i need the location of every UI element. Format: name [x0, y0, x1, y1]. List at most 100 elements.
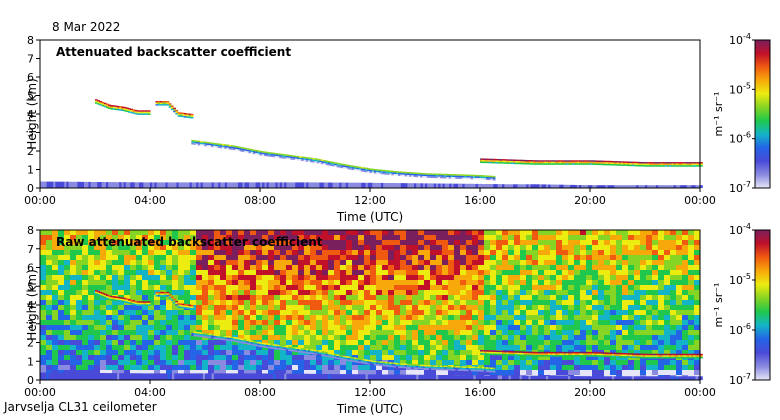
feature-descending-layer: [301, 156, 305, 159]
noise-cell: [148, 235, 154, 240]
noise-cell: [262, 255, 268, 260]
noise-cell: [46, 370, 52, 375]
noise-cell: [598, 245, 604, 250]
feature-boundary-layer: [546, 375, 549, 380]
noise-cell: [124, 290, 130, 295]
noise-cell: [484, 360, 490, 365]
noise-cell: [202, 275, 208, 280]
noise-cell: [436, 280, 442, 285]
noise-cell: [112, 300, 118, 305]
noise-cell: [472, 305, 478, 310]
noise-cell: [124, 260, 130, 265]
noise-cell: [454, 245, 460, 250]
noise-cell: [646, 265, 652, 270]
feature-boundary-layer: [475, 183, 479, 188]
feature-elevated-layer-b: [173, 298, 176, 301]
feature-boundary-layer: [638, 376, 642, 381]
feature-upper-cloud-deck: [590, 161, 593, 164]
noise-cell: [442, 285, 448, 290]
noise-cell: [52, 240, 58, 245]
noise-cell: [64, 235, 70, 240]
noise-cell: [586, 265, 592, 270]
feature-boundary-layer: [323, 182, 327, 188]
noise-cell: [214, 310, 220, 315]
feature-descending-layer: [475, 174, 478, 177]
noise-cell: [256, 320, 262, 325]
noise-cell: [592, 230, 598, 235]
noise-cell: [238, 310, 244, 315]
noise-cell: [280, 285, 286, 290]
noise-cell: [550, 290, 556, 295]
noise-cell: [586, 370, 592, 375]
feature-boundary-layer: [464, 375, 468, 380]
noise-cell: [610, 250, 616, 255]
noise-cell: [184, 350, 190, 355]
noise-cell: [604, 310, 610, 315]
noise-cell: [250, 265, 256, 270]
feature-upper-cloud-deck: [579, 161, 582, 164]
noise-cell: [508, 370, 514, 375]
noise-cell: [670, 360, 676, 365]
feature-upper-cloud-deck: [638, 161, 642, 164]
noise-cell: [496, 320, 502, 325]
feature-boundary-layer: [330, 374, 334, 380]
feature-descending-layer: [457, 175, 461, 178]
feature-descending-layer: [391, 170, 395, 173]
feature-elevated-layer-a: [130, 108, 133, 111]
noise-cell: [220, 285, 226, 290]
feature-boundary-layer: [629, 185, 633, 188]
noise-cell: [202, 255, 208, 260]
feature-descending-layer: [417, 172, 421, 175]
noise-cell: [538, 315, 544, 320]
feature-upper-cloud-deck: [486, 160, 490, 162]
noise-cell: [112, 340, 118, 345]
noise-cell: [580, 300, 586, 305]
noise-cell: [610, 280, 616, 285]
noise-cell: [316, 270, 322, 275]
feature-upper-cloud-deck: [581, 161, 584, 164]
noise-cell: [388, 305, 394, 310]
feature-upper-cloud-deck: [596, 160, 600, 162]
feature-descending-layer: [290, 156, 294, 159]
feature-upper-cloud-deck: [634, 164, 637, 167]
noise-cell: [322, 325, 328, 330]
noise-cell: [160, 310, 166, 315]
noise-cell: [262, 245, 268, 250]
feature-descending-layer: [208, 142, 212, 144]
feature-boundary-layer: [519, 184, 523, 188]
feature-boundary-layer: [46, 181, 50, 188]
noise-cell: [382, 260, 388, 265]
noise-cell: [94, 300, 100, 305]
noise-cell: [508, 250, 514, 255]
feature-boundary-layer: [389, 374, 393, 380]
feature-upper-cloud-deck: [636, 161, 639, 164]
feature-descending-layer: [213, 334, 217, 336]
noise-cell: [670, 305, 676, 310]
feature-boundary-layer: [383, 183, 386, 188]
feature-upper-cloud-deck: [559, 160, 562, 162]
noise-cell: [454, 265, 460, 270]
feature-upper-cloud-deck: [618, 162, 622, 165]
feature-elevated-layer-a: [130, 110, 133, 112]
feature-elevated-layer-b: [175, 302, 179, 304]
feature-upper-cloud-deck: [519, 159, 523, 162]
feature-descending-layer: [222, 338, 225, 341]
noise-cell: [286, 365, 292, 370]
feature-boundary-layer: [631, 185, 635, 188]
noise-cell: [274, 370, 280, 375]
noise-cell: [412, 250, 418, 255]
feature-descending-layer: [193, 143, 197, 145]
noise-cell: [352, 250, 358, 255]
noise-cell: [310, 230, 316, 235]
noise-cell: [532, 295, 538, 300]
feature-boundary-layer: [407, 374, 411, 380]
noise-cell: [310, 280, 316, 285]
feature-elevated-layer-a: [110, 108, 114, 110]
feature-descending-layer: [314, 158, 318, 160]
noise-cell: [286, 290, 292, 295]
noise-cell: [292, 260, 298, 265]
noise-cell: [514, 295, 520, 300]
noise-cell: [40, 330, 46, 335]
feature-descending-layer: [235, 149, 239, 151]
noise-cell: [304, 335, 310, 340]
